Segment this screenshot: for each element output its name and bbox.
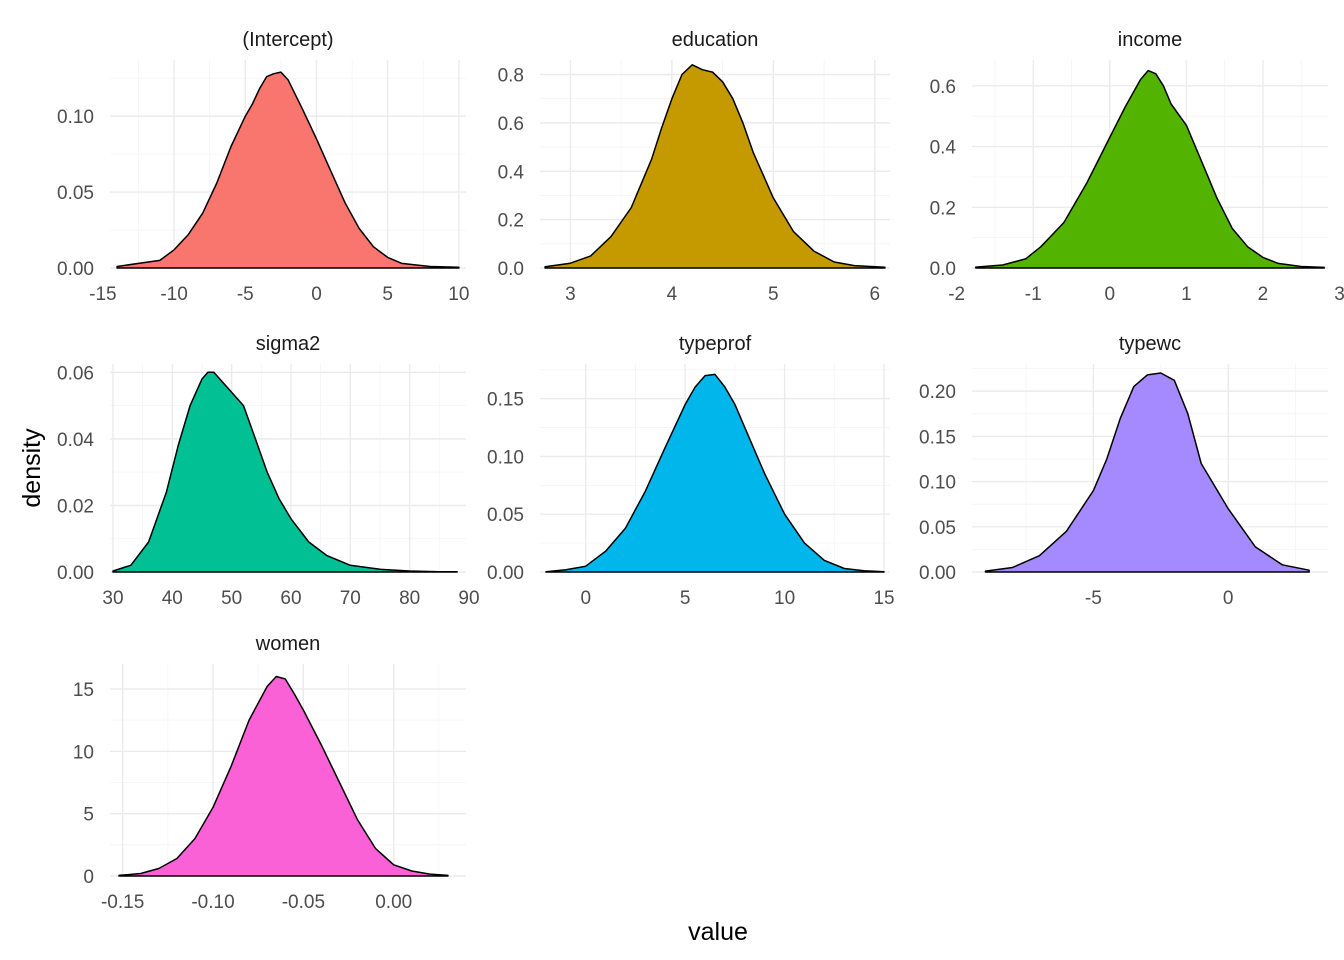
x-tick-label: -1 (1025, 284, 1042, 305)
density-area-typewc (984, 372, 1310, 573)
x-tick-label: 6 (869, 284, 880, 305)
x-tick-label: -2 (948, 284, 965, 305)
facet-title: typewc (1119, 333, 1181, 355)
x-axis-title: value (688, 918, 748, 946)
x-tick-label: -0.05 (282, 892, 325, 913)
x-tick-label: 15 (873, 588, 894, 609)
x-tick-label: 10 (774, 588, 795, 609)
y-tick-label: 0.0 (498, 259, 524, 280)
x-tick-label: 1 (1181, 284, 1192, 305)
y-tick-label: 0.0 (930, 259, 956, 280)
x-tick-label: 40 (162, 588, 183, 609)
y-tick-label: 0.06 (57, 363, 94, 384)
x-tick-label: 70 (340, 588, 361, 609)
x-tick-label: 3 (1334, 284, 1344, 305)
x-tick-label: 50 (221, 588, 242, 609)
y-axis-title: density (18, 428, 46, 508)
facet-panel-1: 3 4 5 6 0.0 0.2 0.4 0.6 0.8 education (498, 29, 890, 305)
facet-panel-5: -5 0 0.00 0.05 0.10 0.15 0.20 typewc (919, 333, 1328, 609)
x-tick-label: 80 (399, 588, 420, 609)
x-tick-label: 0 (1105, 284, 1116, 305)
facet-panel-3: 30 40 50 60 70 80 90 0.00 0.02 0.04 0.06 sigma2 (57, 333, 480, 609)
y-tick-label: 0.05 (487, 505, 524, 526)
facet-title: income (1118, 29, 1182, 51)
density-area-typeprof (545, 373, 885, 573)
y-tick-label: 0.00 (919, 563, 956, 584)
y-tick-label: 0.10 (57, 107, 94, 128)
x-tick-label: 3 (565, 284, 576, 305)
y-tick-label: 0.00 (57, 563, 94, 584)
y-tick-label: 0.4 (498, 162, 525, 183)
y-tick-label: 0.05 (57, 183, 94, 204)
y-tick-label: 0.15 (487, 390, 524, 411)
y-tick-label: 0.4 (930, 138, 957, 159)
x-tick-label: -15 (89, 284, 116, 305)
x-tick-label: 0.00 (375, 892, 412, 913)
x-tick-label: -0.10 (191, 892, 234, 913)
y-tick-label: 0.15 (919, 427, 956, 448)
x-tick-label: 10 (448, 284, 469, 305)
x-tick-label: 0 (1223, 588, 1234, 609)
density-area-income (975, 69, 1325, 269)
x-tick-label: 0 (311, 284, 322, 305)
facet-panel-2: -2 -1 0 1 2 3 0.0 0.2 0.4 0.6 income (930, 29, 1344, 305)
x-tick-label: -5 (1085, 588, 1102, 609)
x-tick-label: 5 (680, 588, 691, 609)
y-tick-label: 0.02 (57, 496, 94, 517)
y-tick-label: 0.8 (498, 66, 524, 87)
x-tick-label: 30 (102, 588, 123, 609)
x-tick-label: -0.15 (101, 892, 144, 913)
x-tick-label: 0 (580, 588, 591, 609)
y-tick-label: 0.2 (930, 198, 956, 219)
x-tick-label: -5 (237, 284, 254, 305)
y-tick-label: 0.10 (919, 473, 956, 494)
y-tick-label: 0.20 (919, 382, 956, 403)
facet-panel-0: -15 -10 -5 0 5 10 0.00 0.05 0.10 (Intercept) (57, 29, 469, 305)
y-tick-label: 0.10 (487, 447, 524, 468)
y-tick-label: 0.6 (930, 77, 956, 98)
x-tick-label: -10 (160, 284, 187, 305)
y-tick-label: 0.2 (498, 211, 524, 232)
facet-title: women (255, 633, 320, 655)
y-tick-label: 0.00 (57, 259, 94, 280)
facet-panel-4: 0 5 10 15 0.00 0.05 0.10 0.15 typeprof (487, 333, 895, 609)
x-tick-label: 4 (667, 284, 678, 305)
x-tick-label: 90 (458, 588, 479, 609)
y-tick-label: 0.04 (57, 430, 94, 451)
facet-title: education (672, 29, 759, 51)
x-tick-label: 5 (768, 284, 779, 305)
y-tick-label: 0.00 (487, 563, 524, 584)
density-area-(Intercept) (116, 71, 460, 269)
facet-title: typeprof (679, 333, 752, 355)
facet-title: (Intercept) (242, 29, 333, 51)
y-tick-label: 0.6 (498, 114, 524, 135)
density-area-women (118, 675, 449, 877)
x-tick-label: 60 (280, 588, 301, 609)
y-tick-label: 0.05 (919, 518, 956, 539)
x-tick-label: 5 (382, 284, 393, 305)
y-tick-label: 0 (83, 867, 94, 888)
density-area-education (544, 64, 886, 269)
y-tick-label: 15 (73, 680, 94, 701)
y-tick-label: 10 (73, 742, 94, 763)
y-tick-label: 5 (83, 805, 94, 826)
facet-title: sigma2 (256, 333, 320, 355)
density-area-sigma2 (112, 371, 458, 573)
facet-panel-6: -0.15 -0.10 -0.05 0.00 0 5 10 15 women (73, 633, 466, 913)
x-tick-label: 2 (1258, 284, 1269, 305)
